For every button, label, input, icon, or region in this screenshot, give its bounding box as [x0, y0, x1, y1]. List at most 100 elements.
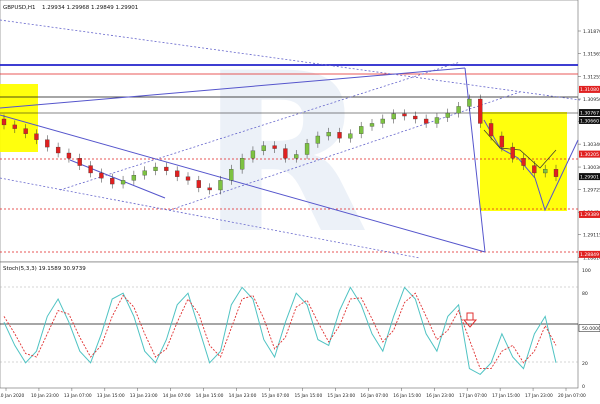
stoch-tick-label: 80 — [582, 291, 588, 297]
time-tick-label: 13 Jan 23:00 — [130, 393, 158, 399]
level-badge — [579, 150, 600, 158]
candle-body — [478, 98, 483, 124]
candle-body — [12, 124, 17, 129]
candle-body — [445, 112, 450, 118]
candle-body — [120, 180, 126, 185]
candle-body — [510, 146, 515, 159]
time-tick-label: 14 Jan 15:00 — [196, 393, 224, 399]
stoch-tick-label: 50.0000 — [582, 326, 600, 332]
candle-body — [131, 175, 137, 181]
price-tick-label: 1.30950 — [583, 97, 600, 103]
stoch-level-badge — [578, 324, 600, 332]
time-tick-label: 10 Jan 2020 — [0, 393, 25, 399]
time-tick-label: 15 Jan 07:00 — [262, 393, 290, 399]
forecast-path — [483, 119, 579, 212]
level-badge-label: 1.28849 — [580, 252, 599, 258]
stoch-tick-label: 20 — [582, 361, 588, 367]
candle-body — [488, 123, 494, 137]
time-tick-label: 15 Jan 23:00 — [327, 393, 355, 399]
candle-body — [294, 154, 299, 159]
candle-body — [413, 115, 418, 120]
time-tick-label: 16 Jan 15:00 — [393, 393, 421, 399]
stoch-panel — [0, 261, 579, 389]
dotted-line-c — [169, 91, 521, 211]
price-tick-label: 1.31255 — [583, 74, 600, 80]
candle-body — [532, 165, 537, 174]
candle-body — [423, 118, 429, 124]
level-badge — [579, 85, 600, 93]
stoch-tick-label: 0 — [582, 384, 585, 390]
candle-body — [326, 132, 331, 137]
price-tick-label: 1.30340 — [583, 142, 600, 148]
level-badge-label: 1.30205 — [580, 152, 599, 158]
price-tick-label: 1.30030 — [583, 165, 600, 171]
channel-line-main — [0, 114, 486, 253]
time-tick-label: 10 Jan 23:00 — [31, 393, 59, 399]
level-badge-label: 1.30767 — [580, 110, 599, 116]
candle-body — [499, 135, 505, 148]
candle-body — [521, 158, 526, 166]
symbol-label: GBPUSD,H1 — [3, 5, 36, 11]
price-tick-label: 1.31565 — [583, 52, 600, 58]
channel-line-upper — [0, 67, 466, 109]
time-tick-label: 13 Jan 07:00 — [64, 393, 92, 399]
stoch-signal-line — [3, 292, 557, 370]
stoch-tick-label: 100 — [582, 268, 591, 274]
candle-body — [77, 158, 82, 166]
candle-body — [337, 132, 342, 139]
stoch-axis: 100 80 50.0000 20 0 — [578, 268, 600, 390]
time-tick-label: 13 Jan 15:00 — [97, 393, 125, 399]
time-tick-label: 16 Jan 07:00 — [360, 393, 388, 399]
level-badge — [579, 250, 600, 258]
candle-body — [175, 170, 180, 177]
price-tick-label: 1.31870 — [583, 29, 600, 35]
level-badges: 1.31080 1.30767 1.30660 1.30205 1.29901 1.293… — [579, 85, 600, 258]
price-axis: 1.318701.315651.312551.309501.306451.303… — [578, 29, 600, 261]
time-tick-label: 16 Jan 23:00 — [426, 393, 454, 399]
candle-body — [402, 113, 407, 117]
candle-body — [315, 135, 321, 144]
candle-body — [164, 166, 169, 171]
level-badge-label: 1.29389 — [580, 212, 599, 218]
level-badge — [579, 109, 600, 117]
price-tick-label: 1.29115 — [583, 233, 600, 239]
level-badge — [579, 210, 600, 218]
yellow-zone-left — [0, 84, 38, 152]
candle-body — [434, 117, 440, 124]
candle-body — [207, 187, 212, 191]
candle-body — [239, 158, 245, 170]
candle-body — [99, 172, 104, 179]
candle-body — [369, 123, 375, 127]
candle-body — [142, 170, 147, 176]
candle-body — [359, 126, 364, 134]
dotted-line-a — [0, 19, 581, 101]
level-badge — [579, 116, 600, 124]
ohlc-label: 1.29934 1.29968 1.29849 1.29901 — [42, 5, 138, 11]
stoch-main-line — [3, 286, 557, 376]
level-badge-label: 1.30660 — [580, 118, 599, 124]
level-badge — [579, 173, 600, 181]
time-tick-label: 17 Jan 07:00 — [459, 393, 487, 399]
candle-body — [543, 169, 548, 174]
down-arrow-icon — [462, 312, 478, 328]
candle-body — [456, 106, 461, 114]
candle-body — [88, 165, 93, 174]
candle-body — [391, 113, 396, 120]
time-tick-label: 15 Jan 15:00 — [294, 393, 322, 399]
time-tick-label: 17 Jan 15:00 — [492, 393, 520, 399]
candle-body — [304, 143, 310, 155]
candles-group — [1, 94, 559, 195]
candle-body — [283, 148, 288, 159]
time-tick-label: 17 Jan 23:00 — [525, 393, 553, 399]
candle-body — [34, 133, 39, 140]
candle-body — [45, 139, 50, 148]
candle-body — [250, 150, 256, 159]
time-axis: 10 Jan 2020 10 Jan 23:00 13 Jan 07:00 13 Ja… — [0, 388, 586, 399]
candle-body — [23, 128, 28, 134]
level-badge-label: 1.29901 — [580, 174, 599, 180]
candle-body — [272, 145, 277, 149]
candle-body — [380, 118, 385, 124]
dotted-line-b — [59, 61, 461, 191]
